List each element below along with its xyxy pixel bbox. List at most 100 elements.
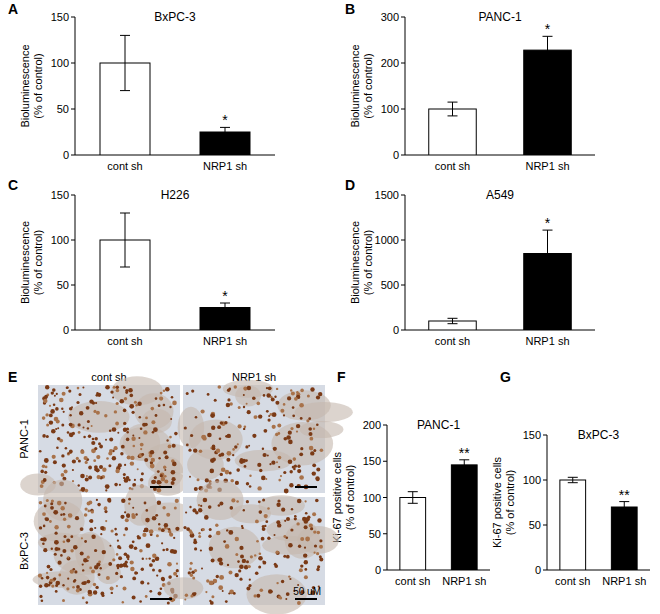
scale-bar xyxy=(150,486,172,488)
y-tick-label: 200 xyxy=(381,57,399,69)
y-tick-label: 300 xyxy=(381,11,399,23)
error-bar xyxy=(619,502,629,513)
y-axis-label: (% of control) xyxy=(362,230,374,295)
panel-label: C xyxy=(8,177,18,193)
image-panel: Econt shNRP1 shPANC-1BxPC-350 uM xyxy=(8,369,353,614)
row-label: BxPC-3 xyxy=(18,532,30,570)
y-axis xyxy=(547,435,548,570)
y-tick xyxy=(401,17,405,18)
chart-panel: F050100150200Ki-67 positive cells(% of c… xyxy=(331,369,490,587)
y-tick xyxy=(71,17,75,18)
x-tick-label: cont sh xyxy=(435,160,470,172)
error-bar xyxy=(220,303,230,312)
y-axis-label: (% of control) xyxy=(32,53,44,118)
y-axis-label: (% of control) xyxy=(32,230,44,295)
bar xyxy=(611,507,637,570)
x-tick-label: NRP1 sh xyxy=(525,335,569,347)
bar xyxy=(429,109,477,155)
y-tick xyxy=(383,425,387,426)
y-tick xyxy=(71,240,75,241)
chart-title: PANC-1 xyxy=(417,418,460,432)
x-tick-label: NRP1 sh xyxy=(602,575,646,587)
error-bar xyxy=(448,318,458,323)
chart-panel: B0100200300Bioluminescence(% of control)… xyxy=(345,1,595,172)
micrograph xyxy=(20,376,194,496)
x-tick-label: cont sh xyxy=(435,335,470,347)
scale-bar xyxy=(295,598,317,600)
significance: * xyxy=(545,215,551,231)
plot-area xyxy=(560,477,637,570)
error-bar xyxy=(220,127,230,136)
micrograph xyxy=(178,380,353,494)
y-tick-label: 500 xyxy=(381,279,399,291)
significance: ** xyxy=(619,487,630,503)
y-tick xyxy=(401,63,405,64)
y-tick xyxy=(543,570,547,571)
chart-panel: G050100150Ki-67 positive cells(% of cont… xyxy=(491,369,650,587)
y-tick-label: 100 xyxy=(381,103,399,115)
y-tick xyxy=(71,155,75,156)
y-tick xyxy=(401,109,405,110)
y-tick-label: 0 xyxy=(63,324,69,336)
error-bar xyxy=(568,477,578,482)
panel-label: D xyxy=(345,177,355,193)
y-tick xyxy=(543,480,547,481)
y-tick-label: 100 xyxy=(51,57,69,69)
y-axis-label: Bioluminescence xyxy=(19,221,31,304)
y-tick xyxy=(543,525,547,526)
y-tick-label: 1000 xyxy=(375,234,399,246)
y-tick-label: 0 xyxy=(63,149,69,161)
y-tick xyxy=(71,195,75,196)
y-tick-label: 150 xyxy=(523,429,541,441)
error-bar xyxy=(408,492,418,504)
y-tick-label: 150 xyxy=(51,11,69,23)
y-axis-label: (% of control) xyxy=(344,465,356,530)
figure: A050100150Bioluminescence(% of control)B… xyxy=(0,0,660,614)
y-tick xyxy=(401,240,405,241)
y-axis-label: (% of control) xyxy=(504,470,516,535)
error-bar xyxy=(543,230,553,277)
error-bar xyxy=(459,460,469,470)
chart-panel: A 0 50 100 150 Bioluminescence(% of control) B… xyxy=(8,1,275,172)
chart-title: PANC-1 xyxy=(478,10,521,24)
y-tick-label: 50 xyxy=(529,519,541,531)
row-label: PANC-1 xyxy=(18,419,30,459)
scale-bar-label: 50 uM xyxy=(293,586,321,597)
x-tick-label: cont sh xyxy=(107,335,142,347)
panel-label: A xyxy=(8,1,18,17)
plot-area xyxy=(429,230,572,330)
plot-area xyxy=(100,35,250,155)
y-tick xyxy=(401,285,405,286)
y-axis xyxy=(75,17,76,155)
y-tick-label: 200 xyxy=(363,419,381,431)
x-tick-label: cont sh xyxy=(107,160,142,172)
y-axis-label: (% of control) xyxy=(362,53,374,118)
y-tick xyxy=(401,155,405,156)
chart-panel: D050010001500Bioluminescence(% of contro… xyxy=(345,177,595,347)
y-tick-label: 100 xyxy=(363,492,381,504)
scale-bar xyxy=(150,598,172,600)
error-bar xyxy=(543,36,553,64)
y-axis-label: Bioluminescence xyxy=(349,44,361,127)
y-tick-label: 50 xyxy=(57,103,69,115)
y-tick xyxy=(543,435,547,436)
y-tick-label: 150 xyxy=(51,189,69,201)
y-tick-label: 100 xyxy=(51,234,69,246)
chart-title: H226 xyxy=(161,188,190,202)
y-tick xyxy=(71,109,75,110)
chart-title: BxPC-3 xyxy=(154,10,196,24)
y-tick-label: 150 xyxy=(363,455,381,467)
y-axis-label: Ki-67 positive cells xyxy=(491,456,503,548)
x-tick-label: NRP1 sh xyxy=(442,575,486,587)
x-tick-label: cont sh xyxy=(555,575,590,587)
error-bar xyxy=(120,35,130,90)
y-tick xyxy=(71,63,75,64)
panel-label: B xyxy=(345,1,355,17)
bar xyxy=(400,498,426,571)
y-tick-label: 100 xyxy=(523,474,541,486)
y-axis-label: Bioluminescence xyxy=(19,44,31,127)
x-tick-label: NRP1 sh xyxy=(525,160,569,172)
y-tick xyxy=(401,195,405,196)
panel-label: F xyxy=(337,369,346,385)
y-tick-label: 0 xyxy=(393,324,399,336)
